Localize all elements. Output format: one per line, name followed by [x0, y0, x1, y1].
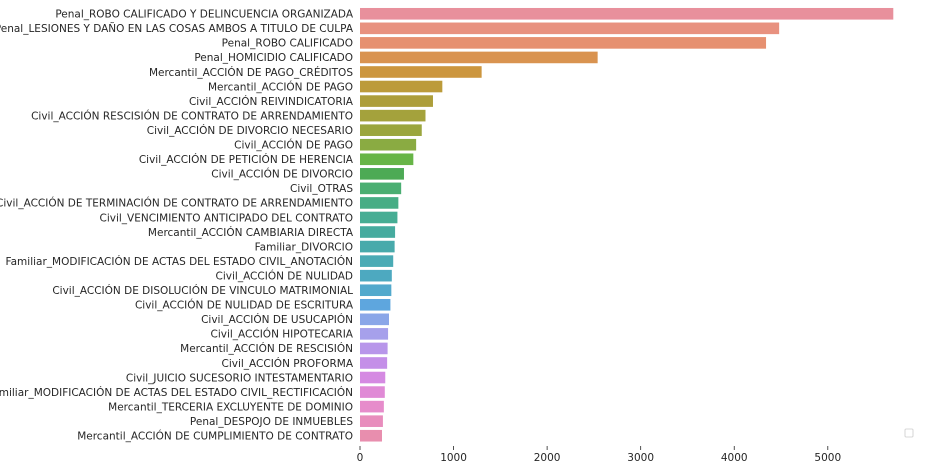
- category-label: Civil_ACCIÓN RESCISIÓN DE CONTRATO DE AR…: [31, 109, 353, 122]
- x-tick-label: 4000: [721, 452, 748, 464]
- bar: [360, 37, 767, 49]
- category-label: Civil_ACCIÓN DE USUCAPIÓN: [201, 313, 353, 326]
- bar: [360, 255, 394, 267]
- bar: [360, 138, 417, 151]
- bar: [360, 269, 392, 282]
- category-label: Civil_ACCIÓN DE DIVORCIO: [211, 168, 353, 181]
- category-label: Civil_ACCIÓN HIPOTECARIA: [211, 328, 354, 341]
- bar: [360, 7, 894, 20]
- bar: [360, 51, 598, 64]
- bar: [360, 298, 391, 311]
- category-label: Mercantil_ACCIÓN DE CUMPLIMIENTO DE CONT…: [77, 430, 353, 443]
- category-label: Mercantil_ACCIÓN CAMBIARIA DIRECTA: [148, 226, 354, 239]
- bar: [360, 386, 385, 398]
- bar: [360, 226, 396, 238]
- category-label: Civil_ACCIÓN DE PAGO: [234, 139, 353, 152]
- bar: [360, 328, 389, 340]
- bar: [360, 284, 392, 297]
- category-label: Civil_ACCIÓN DE PETICIÓN DE HERENCIA: [139, 153, 354, 166]
- category-label: Penal_ROBO CALIFICADO: [222, 38, 353, 50]
- bar: [360, 342, 388, 355]
- bar: [360, 182, 402, 195]
- category-label: Civil_ACCIÓN DE NULIDAD: [216, 269, 353, 282]
- category-label: Civil_ACCIÓN DE DISOLUCIÓN DE VINCULO MA…: [52, 284, 353, 297]
- bar: [360, 66, 482, 78]
- bar: [360, 313, 389, 326]
- category-label: Penal_DESPOJO DE INMUEBLES: [190, 416, 353, 428]
- category-label: Familiar_MODIFICACIÓN DE ACTAS DEL ESTAD…: [6, 255, 353, 268]
- category-labels: Penal_ROBO CALIFICADO Y DELINCUENCIA ORG…: [0, 9, 354, 443]
- bar: [360, 371, 386, 384]
- bars-group: [360, 7, 894, 442]
- category-label: Civil_ACCIÓN DE DIVORCIO NECESARIO: [147, 124, 353, 137]
- bar: [360, 197, 399, 209]
- bar: [360, 211, 398, 224]
- bar: [360, 357, 388, 369]
- category-label: Civil_ACCIÓN PROFORMA: [222, 357, 354, 370]
- x-tick-label: 3000: [627, 452, 654, 464]
- bar: [360, 429, 382, 442]
- x-axis: 0 1000 2000 3000 4000 5000: [357, 446, 841, 464]
- bar: [360, 400, 384, 413]
- bar: [360, 153, 414, 166]
- bar: [360, 80, 443, 93]
- category-label: Mercantil_TERCERIA EXCLUYENTE DE DOMINIO: [108, 401, 353, 413]
- bar: [360, 168, 404, 180]
- category-label: Familiar_DIVORCIO: [255, 241, 353, 253]
- category-label: Penal_HOMICIDIO CALIFICADO: [194, 52, 353, 64]
- bar: [360, 95, 433, 107]
- bar: [360, 124, 422, 136]
- bar: [360, 109, 426, 122]
- category-label: Penal_ROBO CALIFICADO Y DELINCUENCIA ORG…: [55, 9, 353, 21]
- category-label: Civil_ACCIÓN REIVINDICATORIA: [189, 95, 354, 108]
- x-tick-label: 1000: [440, 452, 467, 464]
- category-label: Mercantil_ACCIÓN DE RESCISIÓN: [180, 342, 353, 355]
- bar: [360, 415, 383, 427]
- category-label: Civil_ACCIÓN DE TERMINACIÓN DE CONTRATO …: [0, 197, 353, 210]
- category-label: Civil_JUICIO SUCESORIO INTESTAMENTARIO: [126, 372, 353, 384]
- bar: [360, 22, 780, 35]
- x-tick-label: 5000: [814, 452, 841, 464]
- category-label: Mercantil_ACCIÓN DE PAGO_CRÉDITOS: [149, 66, 353, 79]
- category-label: Civil_OTRAS: [290, 183, 353, 195]
- category-label: Familiar_MODIFICACIÓN DE ACTAS DEL ESTAD…: [0, 386, 353, 399]
- category-label: Mercantil_ACCIÓN DE PAGO: [208, 80, 353, 93]
- category-label: Civil_VENCIMIENTO ANTICIPADO DEL CONTRAT…: [99, 212, 353, 224]
- legend-box: [904, 428, 914, 438]
- category-label: Civil_ACCIÓN DE NULIDAD DE ESCRITURA: [135, 299, 354, 312]
- x-tick-label: 0: [357, 452, 364, 464]
- bar: [360, 240, 395, 253]
- category-label: Penal_LESIONES Y DAÑO EN LAS COSAS AMBOS…: [0, 22, 354, 35]
- x-tick-label: 2000: [534, 452, 561, 464]
